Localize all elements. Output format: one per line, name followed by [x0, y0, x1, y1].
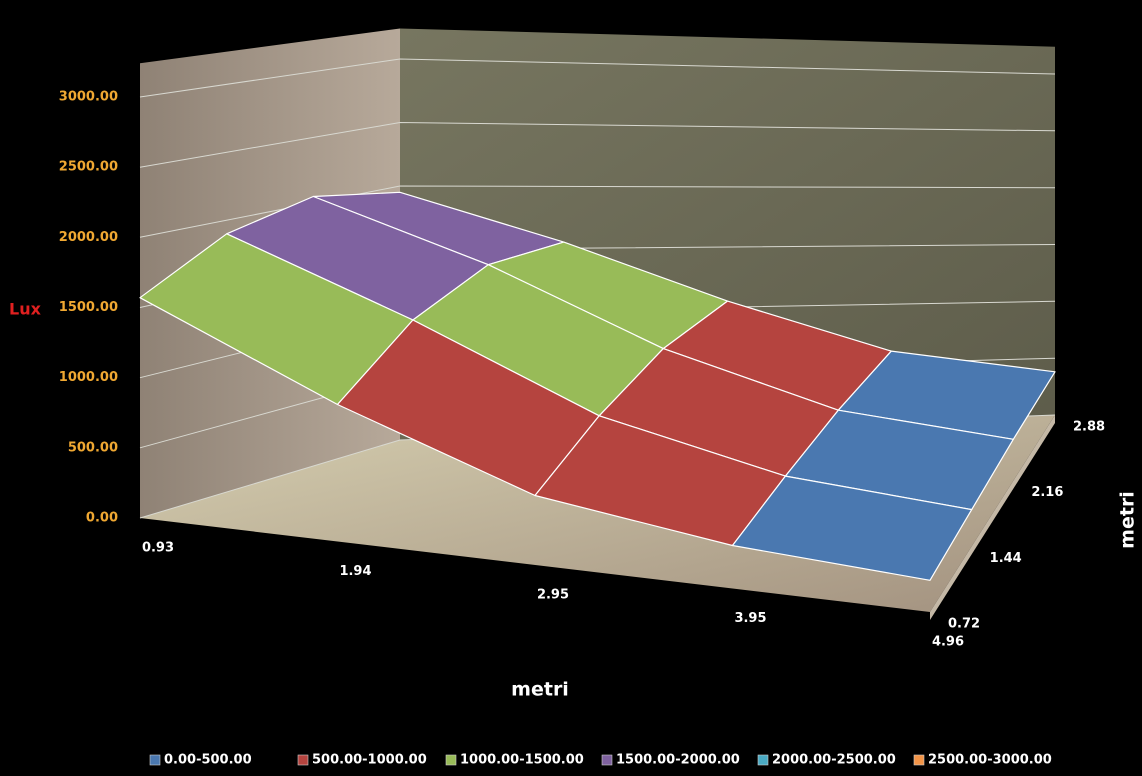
y-tick-label: 2.88	[1073, 420, 1105, 435]
y-axis-title: metri	[1117, 491, 1139, 549]
legend-label: 2500.00-3000.00	[928, 753, 1052, 768]
legend-swatch	[297, 754, 309, 766]
z-tick-label: 500.00	[68, 440, 118, 455]
grid-line	[139, 185, 1056, 238]
legend-swatch	[601, 754, 613, 766]
z-tick-label: 2000.00	[59, 230, 118, 245]
x-tick-label: 4.96	[932, 635, 964, 650]
x-tick-label: 0.93	[142, 541, 174, 556]
y-tick-label: 0.72	[948, 617, 980, 632]
z-tick-label: 2500.00	[59, 160, 118, 175]
legend-swatch	[913, 754, 925, 766]
y-tick-label: 2.16	[1031, 485, 1063, 500]
legend-label: 500.00-1000.00	[312, 753, 427, 768]
z-tick-label: 1500.00	[59, 300, 118, 315]
z-tick-label: 3000.00	[59, 90, 118, 105]
legend-swatch	[149, 754, 161, 766]
legend-label: 1000.00-1500.00	[460, 753, 584, 768]
x-tick-label: 1.94	[339, 564, 371, 579]
legend-label: 0.00-500.00	[164, 753, 252, 768]
z-axis-title: Lux	[9, 300, 42, 319]
grid-line	[139, 58, 1056, 98]
z-tick-label: 1000.00	[59, 370, 118, 385]
z-tick-label: 0.00	[86, 511, 118, 526]
legend-label: 2000.00-2500.00	[772, 753, 896, 768]
y-tick-label: 1.44	[990, 551, 1022, 566]
side-floor-edge	[930, 415, 1055, 620]
legend-label: 1500.00-2000.00	[616, 753, 740, 768]
legend-swatch	[445, 754, 457, 766]
legend-swatch	[757, 754, 769, 766]
x-axis-title: metri	[511, 679, 569, 701]
grid-line	[139, 121, 1056, 168]
x-tick-label: 2.95	[537, 588, 569, 603]
surface-cell	[731, 475, 973, 581]
x-tick-label: 3.95	[734, 611, 766, 626]
